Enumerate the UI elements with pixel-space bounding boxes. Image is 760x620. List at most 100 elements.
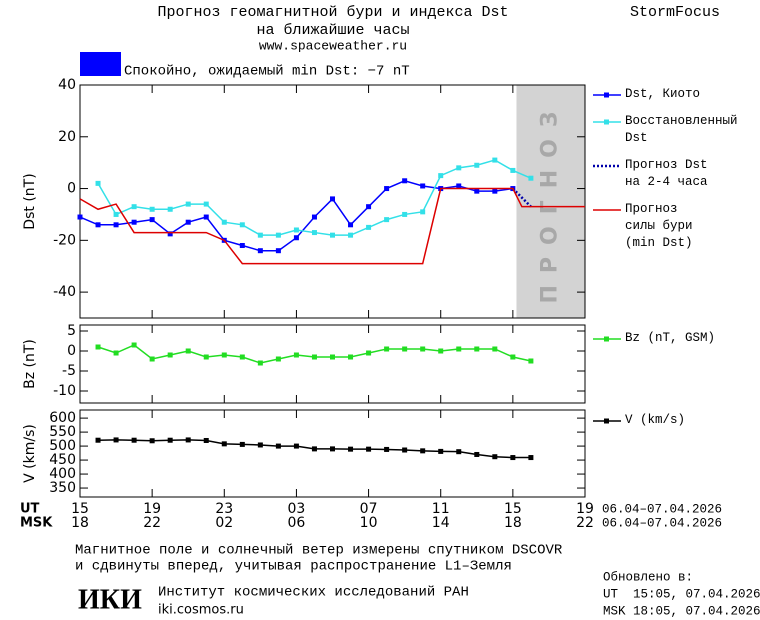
y-tick-label: 550 <box>49 424 76 440</box>
y-tick-label: 500 <box>49 438 76 454</box>
marker <box>348 222 354 228</box>
marker <box>185 348 191 354</box>
marker <box>420 183 426 189</box>
marker <box>384 346 390 352</box>
y-tick-label: -40 <box>53 284 76 300</box>
marker <box>384 217 390 223</box>
updated: MSK 18:05, 07.04.2026 <box>603 604 760 618</box>
x-tick-label: 07 <box>360 501 378 517</box>
y-tick-label: -10 <box>53 383 76 399</box>
series-line <box>79 187 585 265</box>
x-tick-label: 10 <box>360 515 378 531</box>
marker <box>366 224 372 230</box>
x-tick-label: 18 <box>504 515 522 531</box>
institute: Институт космических исследований РАН <box>158 584 469 601</box>
marker <box>384 186 390 192</box>
marker <box>330 446 335 452</box>
x-tick-label: 18 <box>71 515 89 531</box>
marker <box>185 219 191 225</box>
x-tick-label: 19 <box>143 501 161 517</box>
marker <box>275 443 281 449</box>
forecast-label: ПРОГНОЗ <box>538 99 563 303</box>
marker <box>311 446 317 452</box>
marker <box>113 211 119 217</box>
marker <box>474 188 480 194</box>
x-tick-label: 02 <box>215 515 233 531</box>
marker <box>149 438 155 444</box>
note: Магнитное поле и солнечный ветер измерен… <box>75 542 563 559</box>
marker <box>167 231 173 237</box>
marker <box>456 449 462 455</box>
legend-entry: Прогноз Dst на 2-4 часа <box>625 158 708 189</box>
marker <box>221 352 227 358</box>
date-range: 06.04–07.04.2026 <box>602 516 722 530</box>
y-tick-label: 0 <box>67 343 76 359</box>
marker <box>438 448 444 454</box>
marker <box>492 454 498 460</box>
updated: Обновлено в: <box>603 570 693 584</box>
marker <box>474 346 480 352</box>
marker <box>456 183 462 189</box>
marker <box>257 248 263 254</box>
y-tick-label: -20 <box>53 232 76 248</box>
marker <box>420 346 426 352</box>
marker <box>239 441 245 447</box>
x-tick-label: 22 <box>143 515 161 531</box>
y-axis-label: Bz (nT) <box>22 339 38 389</box>
status-text: Спокойно, ожидаемый min Dst: −7 nT <box>124 63 410 80</box>
marker <box>167 206 173 212</box>
marker <box>366 204 372 210</box>
y-tick-label: 40 <box>58 77 76 93</box>
note: и сдвинуты вперед, учитывая распростране… <box>75 559 512 575</box>
series-line <box>97 344 532 364</box>
plot-frame <box>79 324 586 404</box>
marker <box>438 348 444 354</box>
marker <box>510 354 516 360</box>
status-box <box>80 52 121 76</box>
y-tick-label: -5 <box>62 363 76 379</box>
marker <box>275 248 281 254</box>
marker <box>402 346 408 352</box>
marker <box>221 219 227 225</box>
series-line <box>511 187 532 208</box>
marker <box>203 354 209 360</box>
marker <box>402 211 408 217</box>
marker <box>113 350 119 356</box>
legend-entry: Bz (nT, GSM) <box>625 331 716 345</box>
marker <box>95 344 101 350</box>
marker <box>131 219 137 225</box>
y-tick-label: 350 <box>49 480 76 496</box>
marker <box>131 342 137 348</box>
marker <box>330 232 335 238</box>
subtitle: на ближайшие часы <box>256 22 409 39</box>
marker <box>510 167 516 173</box>
marker <box>330 354 335 360</box>
x-tick-label: 06 <box>288 515 306 531</box>
marker <box>275 356 281 362</box>
marker <box>239 354 245 360</box>
marker <box>203 214 209 220</box>
legend-marker <box>604 336 609 342</box>
marker <box>167 437 173 443</box>
marker <box>239 222 245 228</box>
title: Прогноз геомагнитной бури и индекса Dst <box>157 4 508 21</box>
marker <box>113 222 119 228</box>
marker <box>293 443 299 449</box>
marker <box>257 442 263 448</box>
marker <box>474 162 480 168</box>
x-tick-label: 19 <box>576 501 594 517</box>
series-line <box>97 159 532 236</box>
marker <box>149 356 155 362</box>
legend-entry: Dst, Киото <box>625 87 701 101</box>
marker <box>311 230 317 236</box>
marker <box>293 227 299 233</box>
marker <box>492 157 498 163</box>
marker <box>402 178 408 184</box>
site: www.spaceweather.ru <box>259 38 407 53</box>
marker <box>492 346 498 352</box>
forecast-region <box>516 85 585 318</box>
marker <box>528 455 534 461</box>
marker <box>438 173 444 179</box>
y-axis-label: Dst (nT) <box>22 173 38 229</box>
